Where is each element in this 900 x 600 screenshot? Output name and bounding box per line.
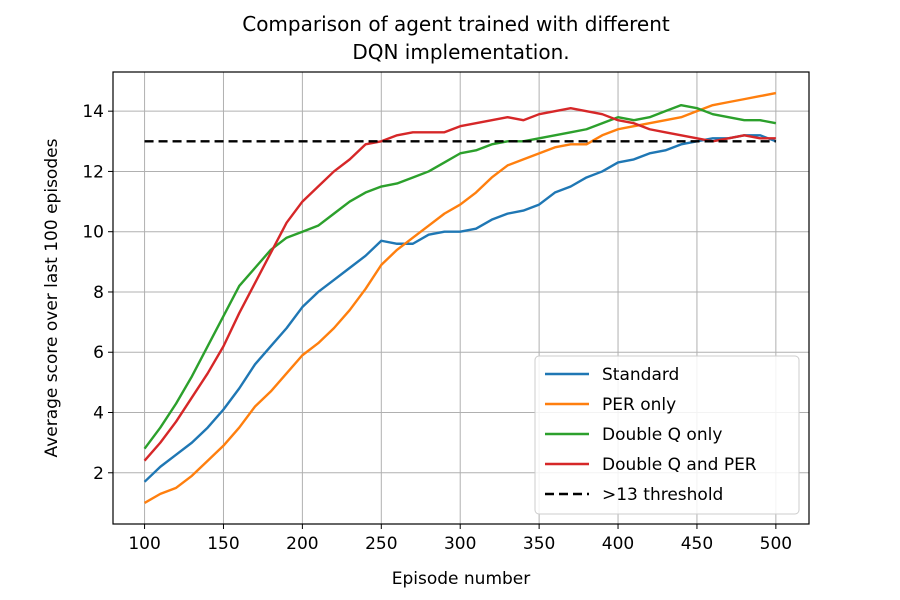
series-line-double-q-only xyxy=(143,103,777,450)
y-tick-label: 8 xyxy=(93,283,104,303)
x-tick-label: 400 xyxy=(602,534,634,554)
legend-label: >13 threshold xyxy=(602,485,723,505)
y-tick-label: 4 xyxy=(93,404,104,424)
y-tick-label: 14 xyxy=(82,102,104,122)
x-tick-label: 350 xyxy=(523,534,555,554)
chart-title-line-2: DQN implementation. xyxy=(352,40,569,64)
legend-label: Standard xyxy=(602,365,679,385)
x-axis-title: Episode number xyxy=(392,569,531,589)
series-lines xyxy=(143,91,777,504)
x-tick-label: 100 xyxy=(128,534,160,554)
legend: Standard PER only Double Q only Double Q an… xyxy=(534,355,800,515)
y-tick-label: 6 xyxy=(93,343,104,363)
legend-box xyxy=(534,355,800,515)
y-tick-label: 2 xyxy=(93,464,104,484)
series-line-double-q-and-per xyxy=(143,106,776,462)
plot-frame xyxy=(112,71,810,525)
y-tick-label: 12 xyxy=(82,162,104,182)
x-tick-label: 450 xyxy=(681,534,713,554)
x-tick-label: 150 xyxy=(207,534,239,554)
series-line-per-only xyxy=(143,91,777,504)
x-tick-label: 250 xyxy=(365,534,397,554)
x-tick-label: 500 xyxy=(760,534,792,554)
axis-ticks: 100 150 200 250 300 350 400 450 500 2 4 6 8 10 12 14 xyxy=(82,102,792,554)
legend-label: PER only xyxy=(602,395,676,415)
chart-title-line-1: Comparison of agent trained with differe… xyxy=(242,12,670,36)
y-axis-title: Average score over last 100 episodes xyxy=(42,138,62,457)
y-tick-label: 10 xyxy=(82,223,104,243)
x-tick-label: 300 xyxy=(444,534,476,554)
series-line-standard xyxy=(143,134,777,483)
legend-label: Double Q only xyxy=(602,425,722,445)
x-tick-label: 200 xyxy=(286,534,318,554)
legend-label: Double Q and PER xyxy=(602,455,757,475)
